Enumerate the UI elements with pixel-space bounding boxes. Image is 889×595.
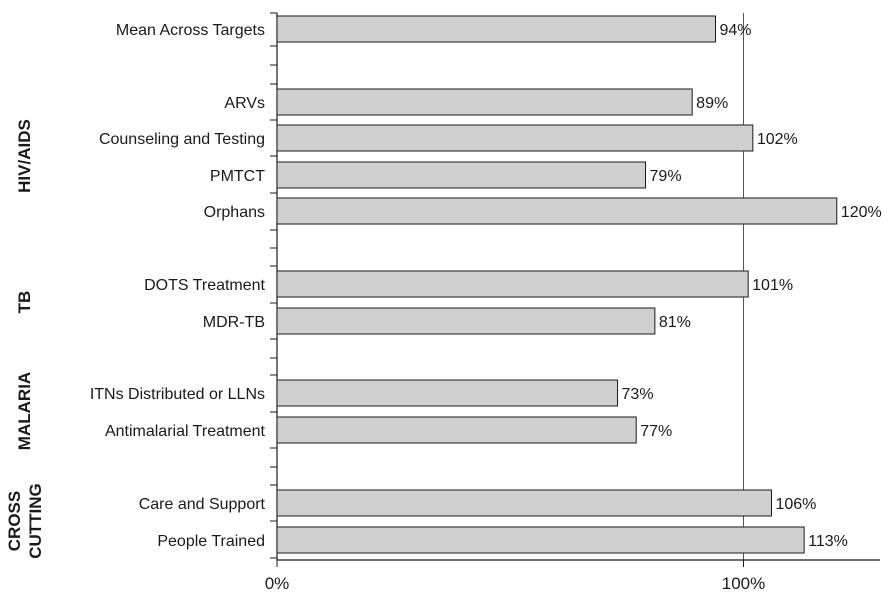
category-label: Counseling and Testing bbox=[99, 131, 265, 148]
value-label: 120% bbox=[841, 204, 882, 221]
value-label: 106% bbox=[775, 496, 816, 513]
group-label: MALARIA bbox=[15, 372, 34, 450]
value-label: 89% bbox=[696, 95, 728, 112]
category-label: ARVs bbox=[224, 95, 265, 112]
value-label: 79% bbox=[650, 168, 682, 185]
category-label: Mean Across Targets bbox=[116, 22, 265, 39]
value-label: 101% bbox=[752, 277, 793, 294]
bar bbox=[276, 88, 693, 116]
value-label: 81% bbox=[659, 314, 691, 331]
category-label: People Trained bbox=[157, 533, 265, 550]
chart-labels: Mean Across Targets 94% ARVs 89% Counseling … bbox=[90, 22, 882, 550]
bar bbox=[276, 124, 754, 152]
value-label: 113% bbox=[808, 533, 848, 550]
value-label: 77% bbox=[640, 423, 672, 440]
value-label: 102% bbox=[757, 131, 798, 148]
category-label: PMTCT bbox=[210, 168, 265, 185]
bar bbox=[276, 416, 637, 444]
group-label: HIV/AIDS bbox=[15, 119, 34, 193]
category-label: DOTS Treatment bbox=[144, 277, 265, 294]
category-label: ITNs Distributed or LLNs bbox=[90, 386, 265, 403]
category-label: Antimalarial Treatment bbox=[105, 423, 266, 440]
value-label: 73% bbox=[622, 386, 654, 403]
group-label: CROSS CUTTING bbox=[5, 483, 45, 559]
chart-bars bbox=[276, 15, 838, 554]
bar bbox=[276, 15, 717, 43]
bar bbox=[276, 526, 805, 554]
bar bbox=[276, 307, 656, 335]
bar bbox=[276, 270, 749, 298]
chart-group-labels: HIV/AIDS TB MALARIA CROSS CUTTING bbox=[5, 119, 45, 559]
x-tick-label: 100% bbox=[722, 574, 765, 593]
x-tick-label: 0% bbox=[265, 574, 290, 593]
category-label: Care and Support bbox=[139, 496, 266, 513]
value-label: 94% bbox=[720, 22, 752, 39]
bar bbox=[276, 161, 647, 189]
group-label: TB bbox=[15, 291, 34, 314]
bar bbox=[276, 489, 772, 517]
category-label: Orphans bbox=[204, 204, 265, 221]
bar bbox=[276, 197, 838, 225]
bar bbox=[276, 379, 619, 407]
category-label: MDR-TB bbox=[203, 314, 265, 331]
